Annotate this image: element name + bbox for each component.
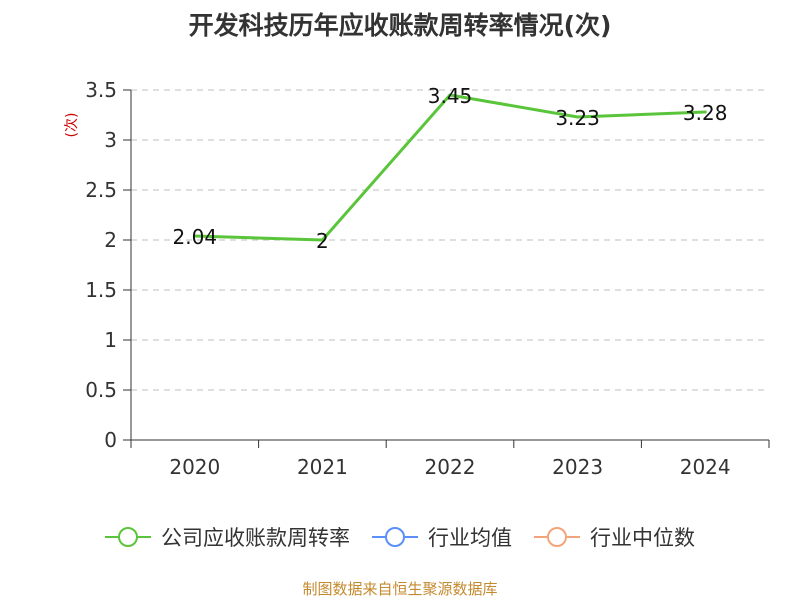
legend-label: 行业中位数 xyxy=(590,526,695,550)
data-point xyxy=(703,110,707,114)
data-point xyxy=(448,93,452,97)
legend-label: 行业均值 xyxy=(428,526,512,550)
legend-item: 公司应收账款周转率 xyxy=(105,526,350,550)
footer-source: 制图数据来自恒生聚源数据库 xyxy=(302,580,498,598)
x-tick-label: 2022 xyxy=(425,455,476,479)
data-label: 3.23 xyxy=(555,106,600,130)
series-layer xyxy=(193,93,707,242)
legend-marker xyxy=(385,527,405,547)
y-tick-label: 0.5 xyxy=(85,378,117,402)
y-tick-label: 3.5 xyxy=(85,78,117,102)
data-point xyxy=(320,238,324,242)
y-tick-label: 2.5 xyxy=(85,178,117,202)
legend: 公司应收账款周转率 行业均值 行业中位数 xyxy=(105,526,695,550)
data-labels: 2.04 2 3.45 3.23 3.28 xyxy=(173,84,728,253)
series-line xyxy=(193,93,707,242)
legend-item: 行业中位数 xyxy=(534,526,695,550)
grid-lines xyxy=(131,89,769,391)
data-label: 3.45 xyxy=(428,84,473,108)
y-tick-label: 1.5 xyxy=(85,278,117,302)
legend-marker xyxy=(118,527,138,547)
x-tick-label: 2024 xyxy=(680,455,731,479)
legend-item: 行业均值 xyxy=(372,526,512,550)
axes: 0 0.5 1 1.5 2 2.5 3 3.5 2020 2021 2022 2023 2024 (次) xyxy=(64,78,770,479)
y-axis-unit: (次) xyxy=(64,113,80,138)
y-tick-label: 3 xyxy=(104,128,117,152)
data-point xyxy=(193,234,197,238)
x-tick-label: 2021 xyxy=(297,455,348,479)
data-point xyxy=(576,115,580,119)
legend-marker xyxy=(547,527,567,547)
data-label: 2.04 xyxy=(173,225,218,249)
x-tick-label: 2020 xyxy=(169,455,220,479)
y-tick-label: 2 xyxy=(104,228,117,252)
y-tick-label: 0 xyxy=(104,428,117,452)
data-label: 3.28 xyxy=(683,101,728,125)
data-label: 2 xyxy=(316,229,329,253)
legend-label: 公司应收账款周转率 xyxy=(161,526,350,550)
x-tick-label: 2023 xyxy=(552,455,603,479)
y-tick-label: 1 xyxy=(104,328,117,352)
chart-title: 开发科技历年应收账款周转率情况(次) xyxy=(188,11,612,40)
